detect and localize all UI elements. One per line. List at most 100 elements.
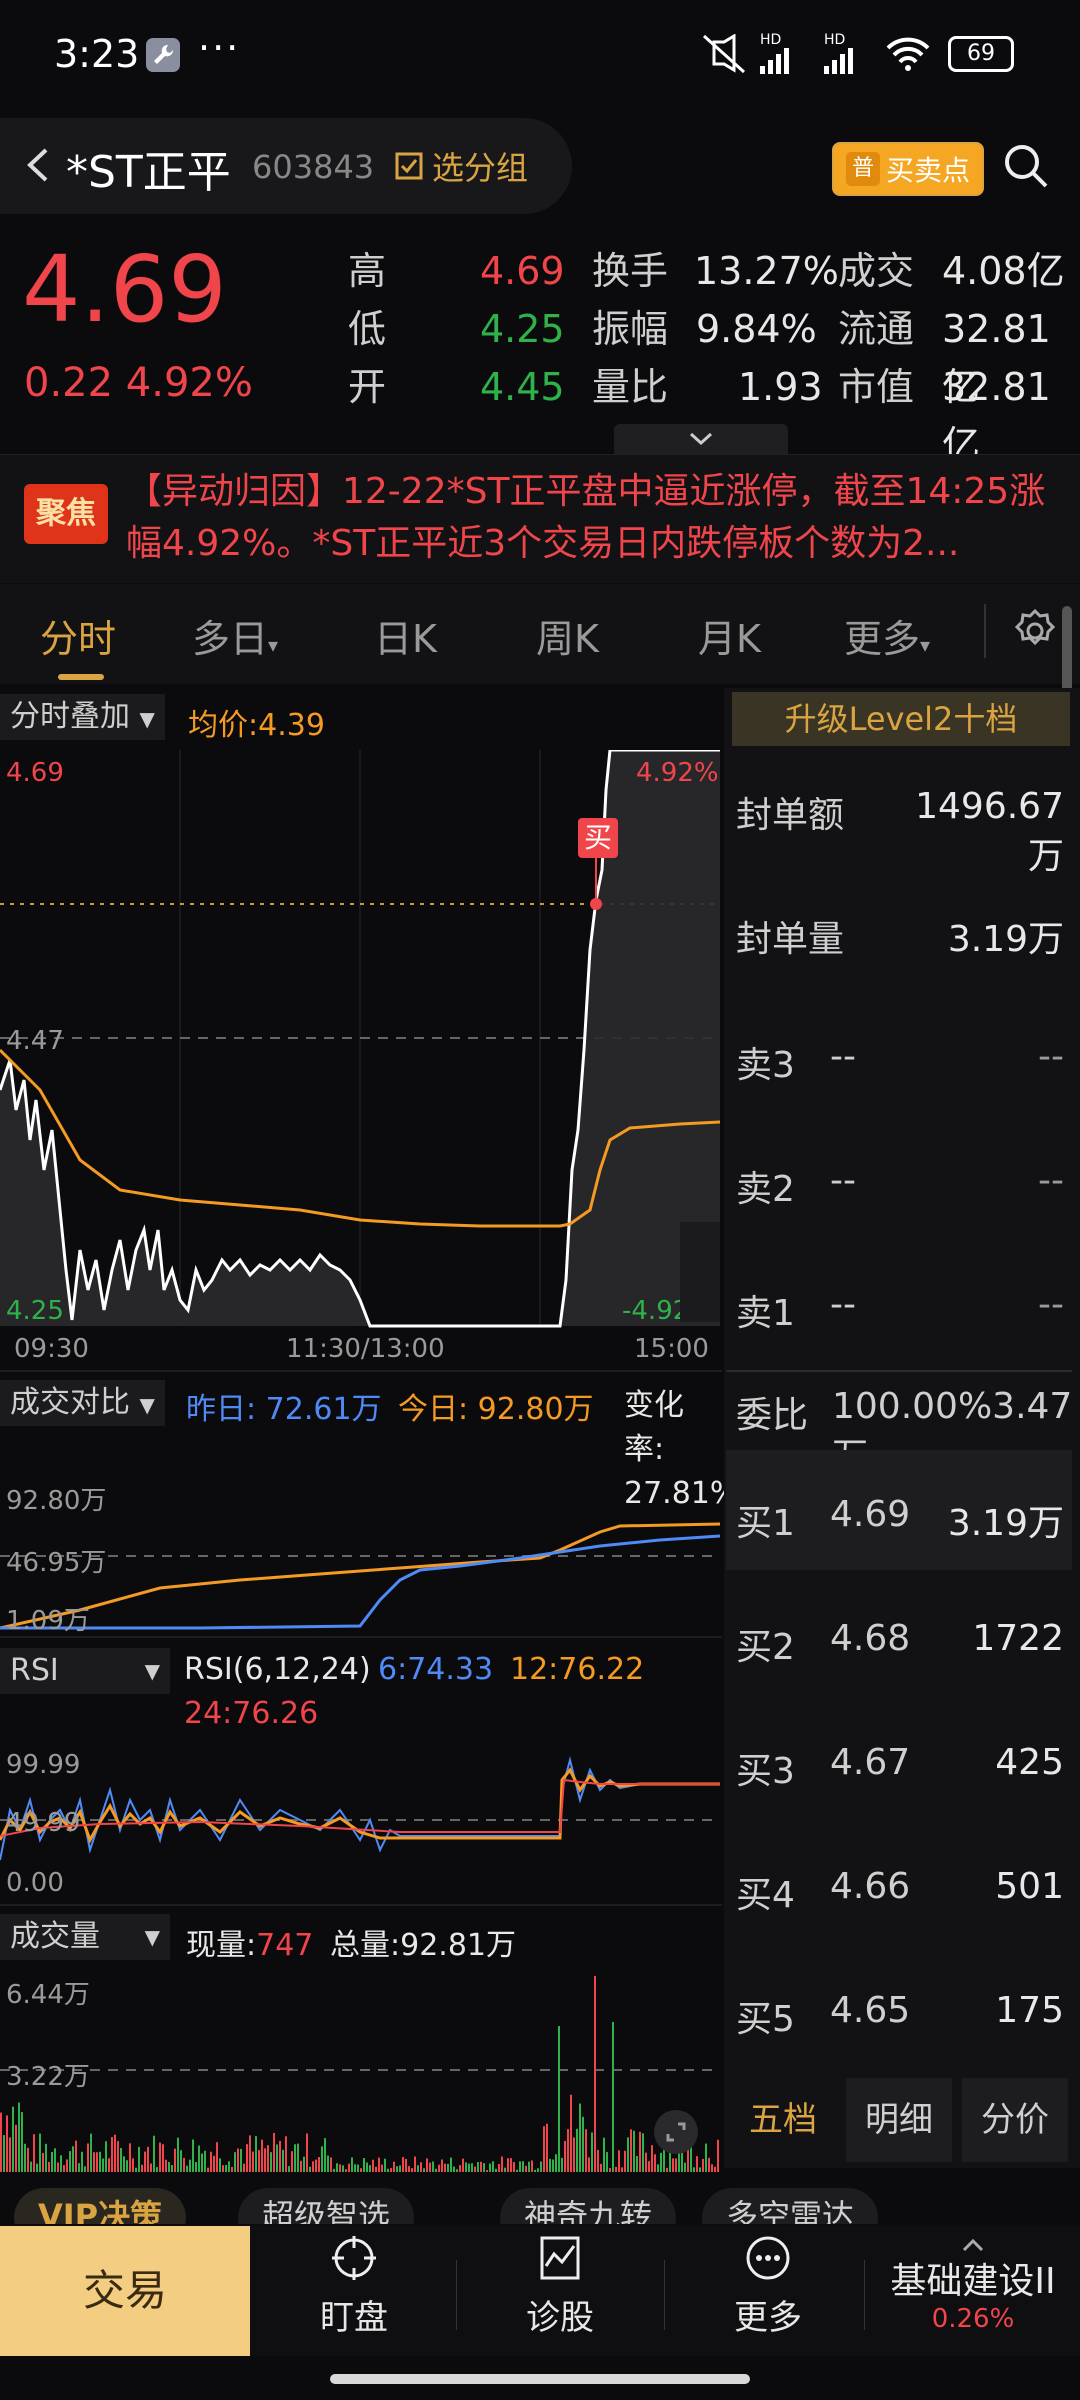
chip-magic-nine[interactable]: 神奇九转 [500,2188,677,2224]
volume-bar [666,2167,668,2172]
trade-button[interactable]: 交易 [0,2226,250,2356]
volume-bar [69,2151,71,2172]
rsi-y-mid: 49.99 [6,1808,81,1838]
volume-bar [708,2157,710,2172]
volume-bar [78,2163,80,2172]
tab-intraday[interactable]: 分时 [40,617,117,661]
volume-bar [27,2147,29,2172]
volume-bar [597,2149,599,2172]
volume-bar [630,2129,632,2172]
tab-multi-day[interactable]: 多日▾ [192,608,278,663]
volume-bar [318,2157,320,2172]
volume-bar [420,2162,422,2172]
volume-bar [573,2137,575,2172]
volume-bar [192,2139,194,2172]
volume-bar [57,2162,59,2172]
search-icon[interactable] [1000,140,1052,192]
change-rate-value: 27.81% [624,1476,739,1511]
volume-bar [549,2158,551,2172]
tab-price-distribution[interactable]: 分价 [962,2078,1068,2162]
volume-bar [33,2134,35,2172]
nav-watch[interactable]: 盯盘 [274,2232,434,2339]
volume-bar [366,2162,368,2172]
sector-index[interactable]: 基础建设II 0.26% [868,2238,1078,2334]
volume-bar [249,2135,251,2172]
stat-label: 高 [348,249,387,293]
volume-bar [213,2155,215,2172]
avg-price-label-text: 均价: [188,708,259,743]
nav-diagnose[interactable]: 诊股 [480,2232,640,2339]
volume-dropdown[interactable]: 成交量 ▼ [0,1914,170,1960]
bid-price: 4.65 [830,1990,911,2031]
select-group-button[interactable]: 选分组 [394,144,528,188]
tab-five-levels[interactable]: 五档 [749,2100,817,2140]
more-circle-icon [746,2236,790,2280]
volume-bar [510,2158,512,2172]
volume-bar [357,2164,359,2172]
nav-more[interactable]: 更多 [688,2232,848,2339]
volume-bar [216,2142,218,2172]
volume-bar [204,2150,206,2172]
volume-bar [681,2134,683,2172]
tab-monthly-k[interactable]: 月K [698,617,761,661]
order-ratio-label: 委比 [736,1395,809,1436]
overlay-dropdown[interactable]: 分时叠加 ▼ [0,694,165,740]
volume-bar [516,2169,518,2172]
volume-bar [324,2138,326,2172]
chip-vip[interactable]: VIP决策 [14,2188,187,2224]
buy-marker[interactable]: 买 [578,818,618,858]
back-icon[interactable] [14,140,64,190]
volume-bar [99,2151,101,2172]
gear-icon[interactable] [1012,608,1058,654]
chip-super-select[interactable]: 超级智选 [238,2188,415,2224]
tab-details[interactable]: 明细 [846,2078,952,2162]
volume-bar [444,2163,446,2172]
expand-chart-icon[interactable] [680,1222,720,1322]
volume-bar [546,2123,548,2172]
volume-bar [621,2167,623,2172]
volume-bar [618,2150,620,2172]
tab-daily-k[interactable]: 日K [374,617,437,661]
tab-more[interactable]: 更多▾ [844,608,930,663]
volume-bar [54,2148,56,2172]
home-indicator[interactable] [330,2374,750,2384]
volume-bar [255,2136,257,2172]
stat-label: 流通 [838,307,915,351]
volume-compare-dropdown[interactable]: 成交对比 ▼ [0,1380,165,1426]
stat-label: 成交 [838,249,915,293]
volume-bar [129,2143,131,2172]
y-axis-top: 4.69 [6,758,64,788]
vol-y-top: 6.44万 [6,1980,90,2010]
rsi-dropdown[interactable]: RSI ▼ [0,1648,170,1694]
volume-bar [93,2152,95,2172]
news-text[interactable]: 【异动归因】12-22*ST正平盘中逼近涨停，截至14:25涨幅4.92%。*S… [126,471,1046,564]
buysell-points-button[interactable]: 普 买卖点 [832,142,984,196]
volume-bar [228,2161,230,2172]
volume-bar [288,2166,290,2172]
expand-quote-button[interactable] [614,424,788,454]
volume-bar [372,2159,374,2172]
volume-bar [63,2165,65,2172]
volume-bar [417,2165,419,2172]
news-banner[interactable] [0,454,1080,583]
volume-bar [696,2156,698,2172]
volume-bar [537,2168,539,2172]
bid-price: 4.68 [830,1618,911,1659]
scrollbar[interactable] [1062,606,1072,716]
rsi-params: RSI(6,12,24) [184,1652,371,1687]
upgrade-level2-button[interactable]: 升级Level2十档 [732,692,1070,746]
volume-bar [9,2137,11,2172]
vc-y-mid: 46.95万 [6,1548,107,1578]
volume-bar [522,2161,524,2172]
volume-bar [354,2164,356,2172]
volume-bar [456,2169,458,2172]
bid-volume: 501 [995,1866,1064,1907]
volume-bar [246,2144,248,2172]
tab-weekly-k[interactable]: 周K [536,617,599,661]
seal-amount: 1496.67万 [915,786,1064,877]
stat-label: 振幅 [592,307,669,351]
volume-bar [672,2158,674,2172]
chip-bull-bear-radar[interactable]: 多空雷达 [702,2188,879,2224]
fullscreen-icon[interactable] [654,2110,698,2154]
current-volume-label: 现量: [186,1928,257,1963]
